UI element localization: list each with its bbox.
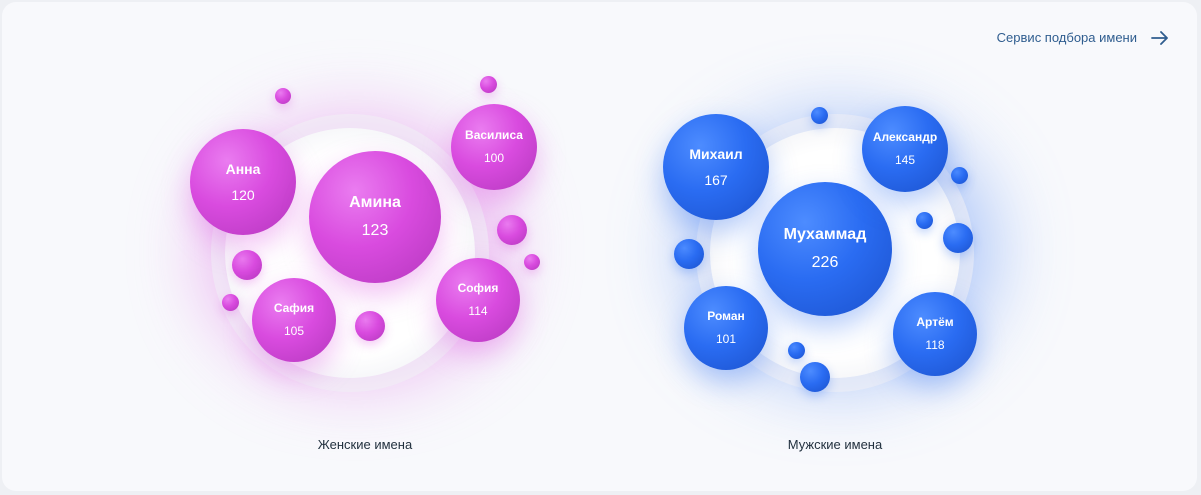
name-label: Мухаммад [783,226,867,244]
name-label: Сафия [273,300,315,315]
name-label: Роман [707,308,745,323]
name-label: Артём [916,314,954,329]
decorative-bubble [674,239,704,269]
name-bubble-roman: Роман 101 [684,286,768,370]
decorative-bubble [800,362,830,392]
name-count: 145 [894,152,916,167]
male-names-cluster: Михаил 167 Мухаммад 226 Александр 145 Ро… [650,0,1070,495]
name-label: Анна [225,161,261,178]
name-bubble-artyom: Артём 118 [893,292,977,376]
name-bubble-anna: Анна 120 [190,129,296,235]
name-bubble-safia: Сафия 105 [252,278,336,362]
name-label: София [457,280,499,295]
decorative-bubble [355,311,385,341]
arrow-right-icon [1151,30,1168,45]
decorative-bubble [232,250,262,280]
decorative-bubble [943,223,973,253]
decorative-bubble [222,294,239,311]
decorative-bubble [951,167,968,184]
name-count: 123 [361,221,389,239]
female-names-caption: Женские имена [317,437,413,452]
name-count: 226 [811,253,839,271]
name-bubble-vasilisa: Василиса 100 [451,104,537,190]
decorative-bubble [916,212,933,229]
name-bubble-aleksandr: Александр 145 [862,106,948,192]
decorative-bubble [811,107,828,124]
name-count: 120 [231,186,255,203]
male-names-caption: Мужские имена [787,437,883,452]
decorative-bubble [480,76,497,93]
name-count: 167 [704,171,728,188]
name-label: Амина [349,194,401,212]
name-bubble-sofia: София 114 [436,258,520,342]
female-names-cluster: Анна 120 Амина 123 Василиса 100 София 11… [165,0,585,495]
name-label: Василиса [465,127,523,142]
decorative-bubble [524,254,540,270]
name-count: 118 [925,337,945,352]
decorative-bubble [275,88,291,104]
name-count: 114 [468,303,488,318]
decorative-bubble [497,215,527,245]
service-link-label: Сервис подбора имени [996,30,1137,45]
name-selection-service-link[interactable]: Сервис подбора имени [997,30,1169,45]
name-label: Михаил [689,146,743,163]
name-label: Александр [872,129,938,144]
name-count: 105 [283,323,305,338]
name-bubble-amina: Амина 123 [309,151,441,283]
name-bubble-mukhammad: Мухаммад 226 [758,182,892,316]
name-count: 101 [715,331,737,346]
decorative-bubble [788,342,805,359]
name-count: 100 [483,150,505,165]
name-bubble-mikhail: Михаил 167 [663,114,769,220]
